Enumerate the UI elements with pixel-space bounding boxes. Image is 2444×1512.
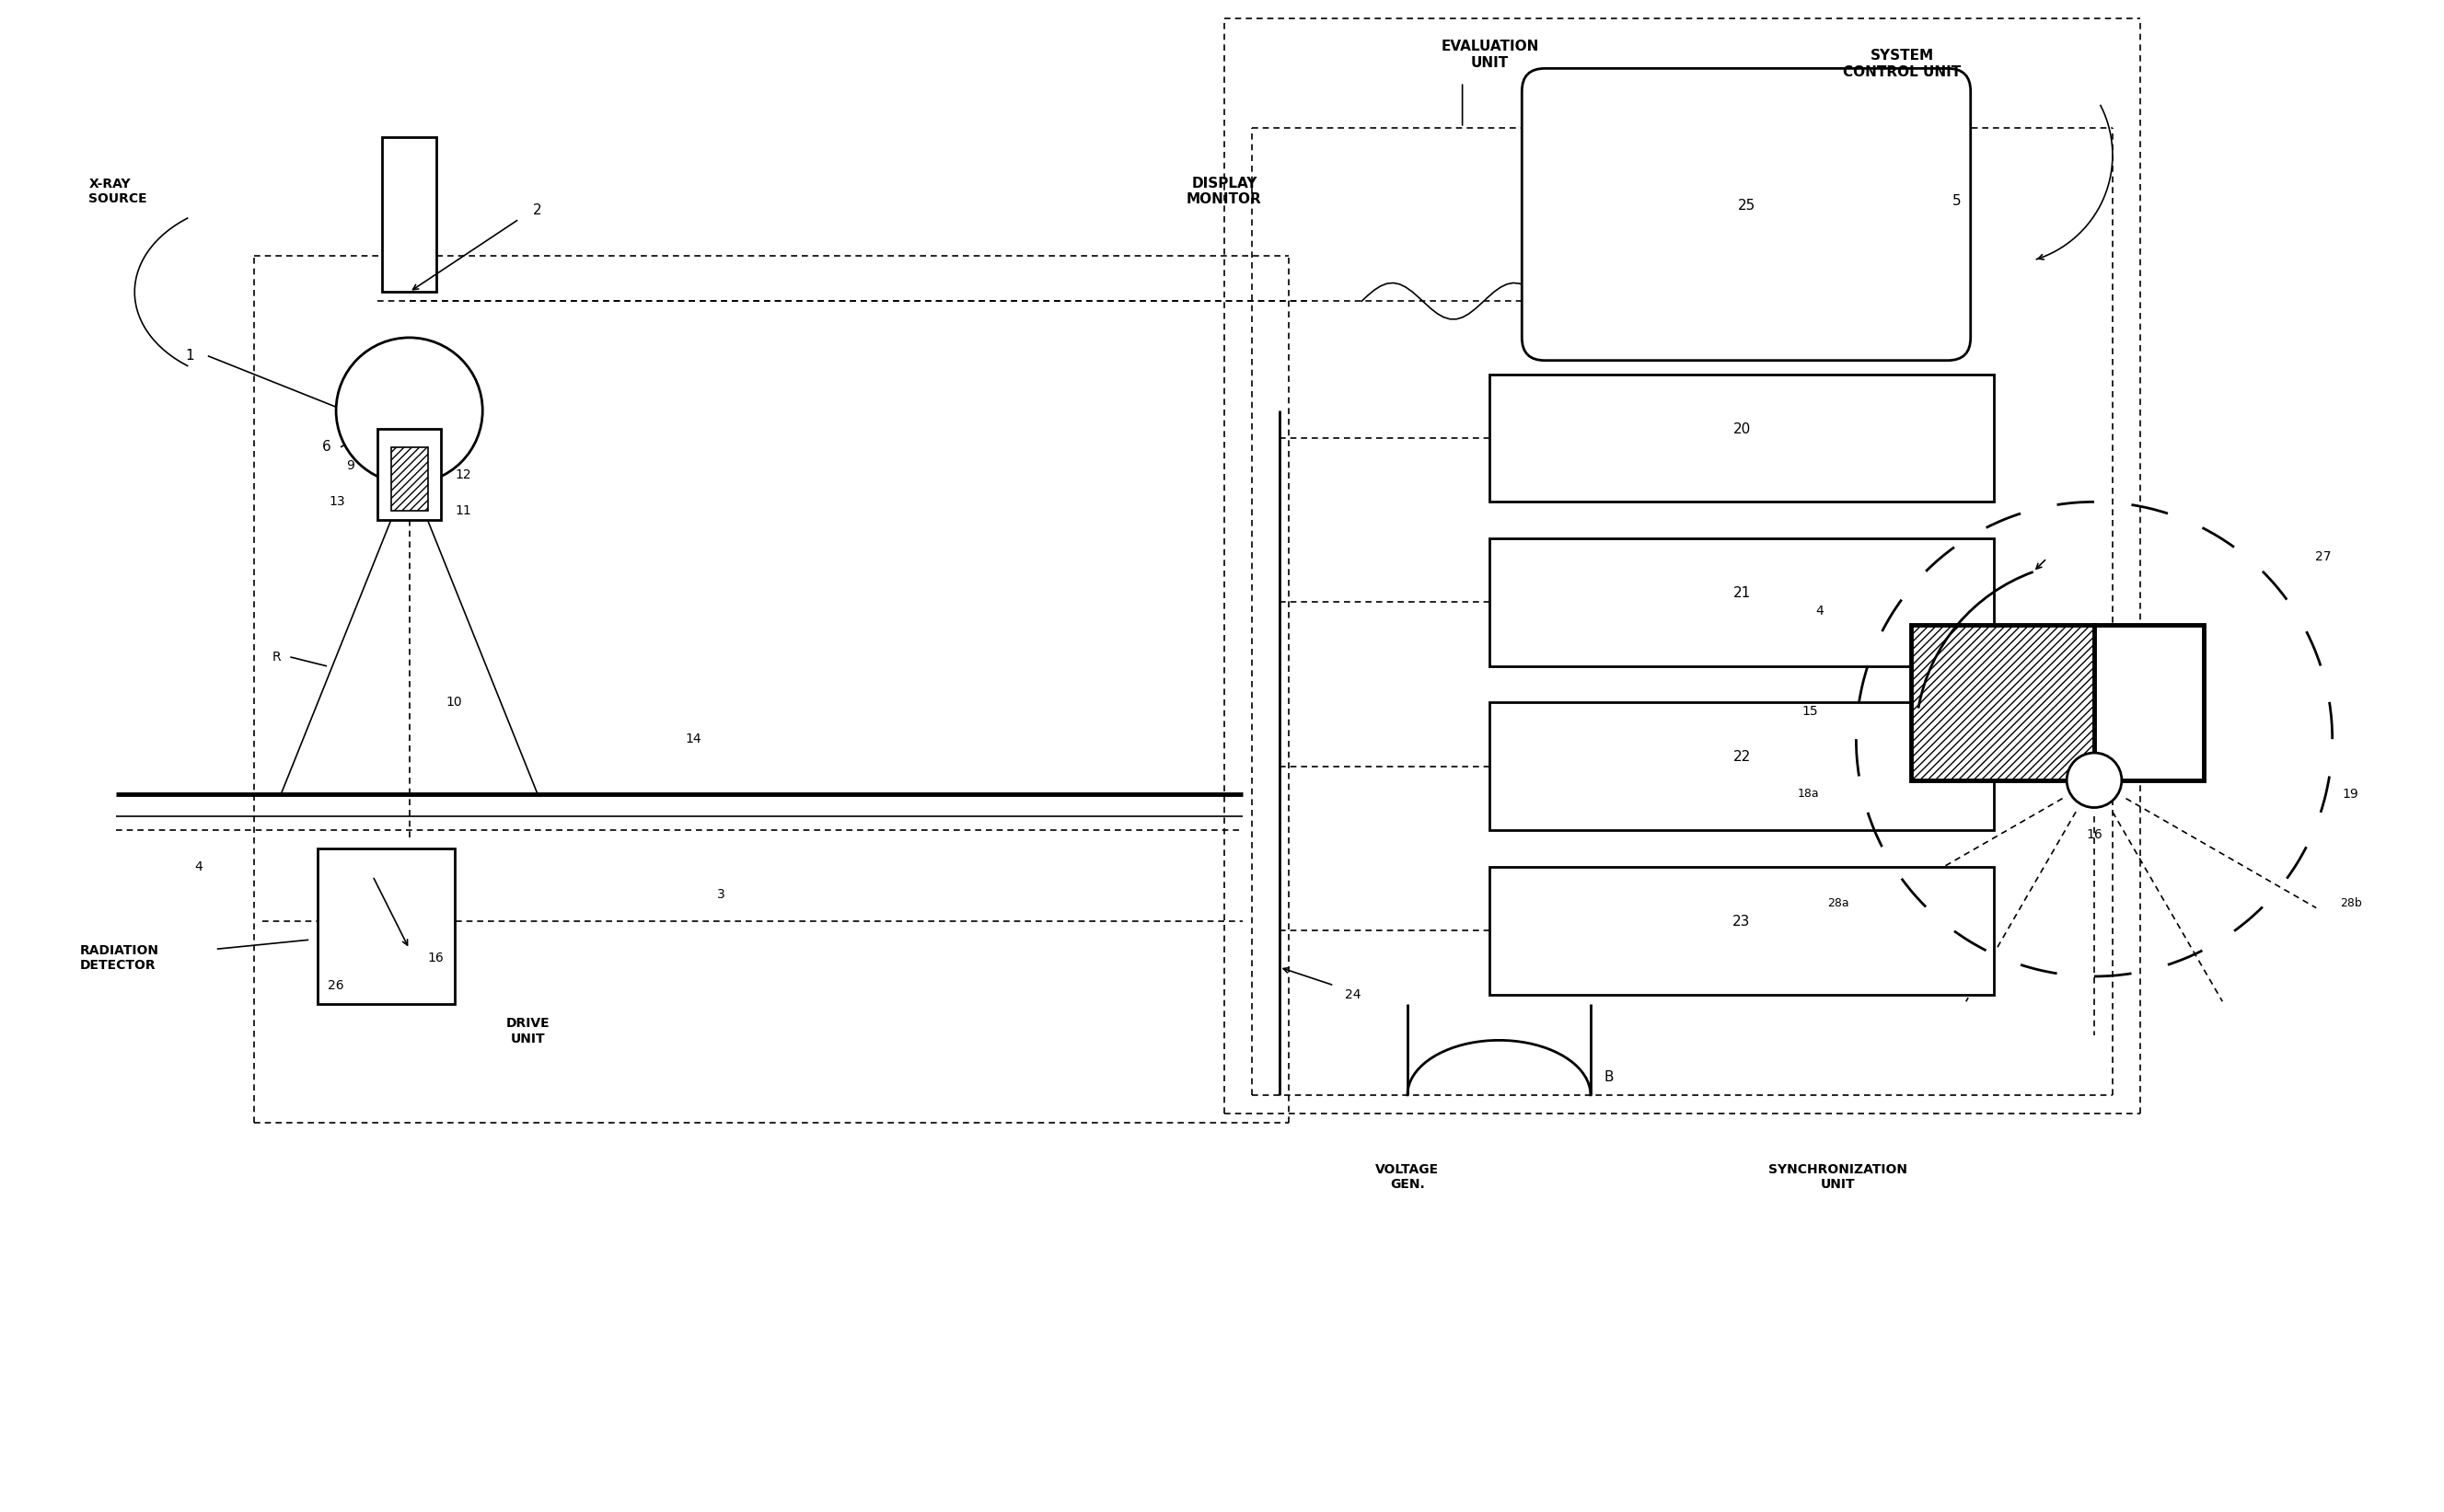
Text: 1: 1 [186, 349, 193, 363]
Text: SYNCHRONIZATION
UNIT: SYNCHRONIZATION UNIT [1769, 1163, 1906, 1191]
Bar [2095, 624, 2204, 780]
Bar [381, 138, 437, 292]
Bar [1491, 373, 1994, 502]
Bar [1491, 866, 1994, 995]
Text: 4: 4 [1816, 605, 1823, 618]
Text: 24: 24 [1344, 989, 1361, 1001]
Text: 22: 22 [1733, 750, 1750, 764]
FancyBboxPatch shape [1523, 68, 1970, 360]
Text: B: B [1603, 1070, 1613, 1084]
Text: 11: 11 [455, 505, 472, 517]
Text: EVALUATION
UNIT: EVALUATION UNIT [1442, 39, 1540, 70]
Circle shape [335, 337, 481, 484]
Text: 28a: 28a [1828, 898, 1848, 909]
Bar [376, 429, 442, 520]
Text: 15: 15 [1801, 705, 1818, 718]
Text: X-RAY
SOURCE: X-RAY SOURCE [88, 178, 147, 206]
Bar [1911, 624, 2095, 780]
Text: 18b: 18b [2138, 688, 2160, 700]
Text: 18a: 18a [1799, 788, 1818, 800]
Text: 25: 25 [1738, 198, 1755, 212]
Bar [1491, 538, 1994, 667]
Text: 16: 16 [2087, 829, 2102, 841]
Text: 3: 3 [716, 888, 726, 901]
Text: DISPLAY
MONITOR: DISPLAY MONITOR [1188, 177, 1261, 207]
Bar [318, 848, 455, 1004]
Text: 23: 23 [1733, 915, 1750, 928]
Text: 27: 27 [2314, 550, 2332, 562]
Text: 21: 21 [1733, 587, 1750, 600]
Text: 13: 13 [330, 496, 345, 508]
Text: 4: 4 [196, 860, 203, 874]
Text: 2: 2 [533, 203, 543, 216]
Text: 12: 12 [455, 469, 472, 481]
Text: RADIATION
DETECTOR: RADIATION DETECTOR [81, 943, 159, 972]
Text: 10: 10 [445, 696, 462, 709]
Bar [391, 448, 428, 511]
Text: 14: 14 [684, 733, 701, 745]
Text: 28b: 28b [2339, 898, 2361, 909]
Text: 26: 26 [327, 980, 345, 992]
Text: VOLTAGE
GEN.: VOLTAGE GEN. [1376, 1163, 1440, 1191]
Text: R: R [271, 650, 281, 664]
Text: 16: 16 [428, 951, 445, 965]
Circle shape [2068, 753, 2121, 807]
Text: 19: 19 [2341, 788, 2358, 800]
Text: DRIVE
UNIT: DRIVE UNIT [506, 1018, 550, 1045]
Text: 9: 9 [347, 460, 354, 472]
Text: 6: 6 [323, 440, 332, 454]
Text: 5: 5 [1953, 194, 1960, 207]
Text: SYSTEM
CONTROL UNIT: SYSTEM CONTROL UNIT [1843, 48, 1960, 79]
Bar [1491, 703, 1994, 830]
Text: 20: 20 [1733, 422, 1750, 435]
